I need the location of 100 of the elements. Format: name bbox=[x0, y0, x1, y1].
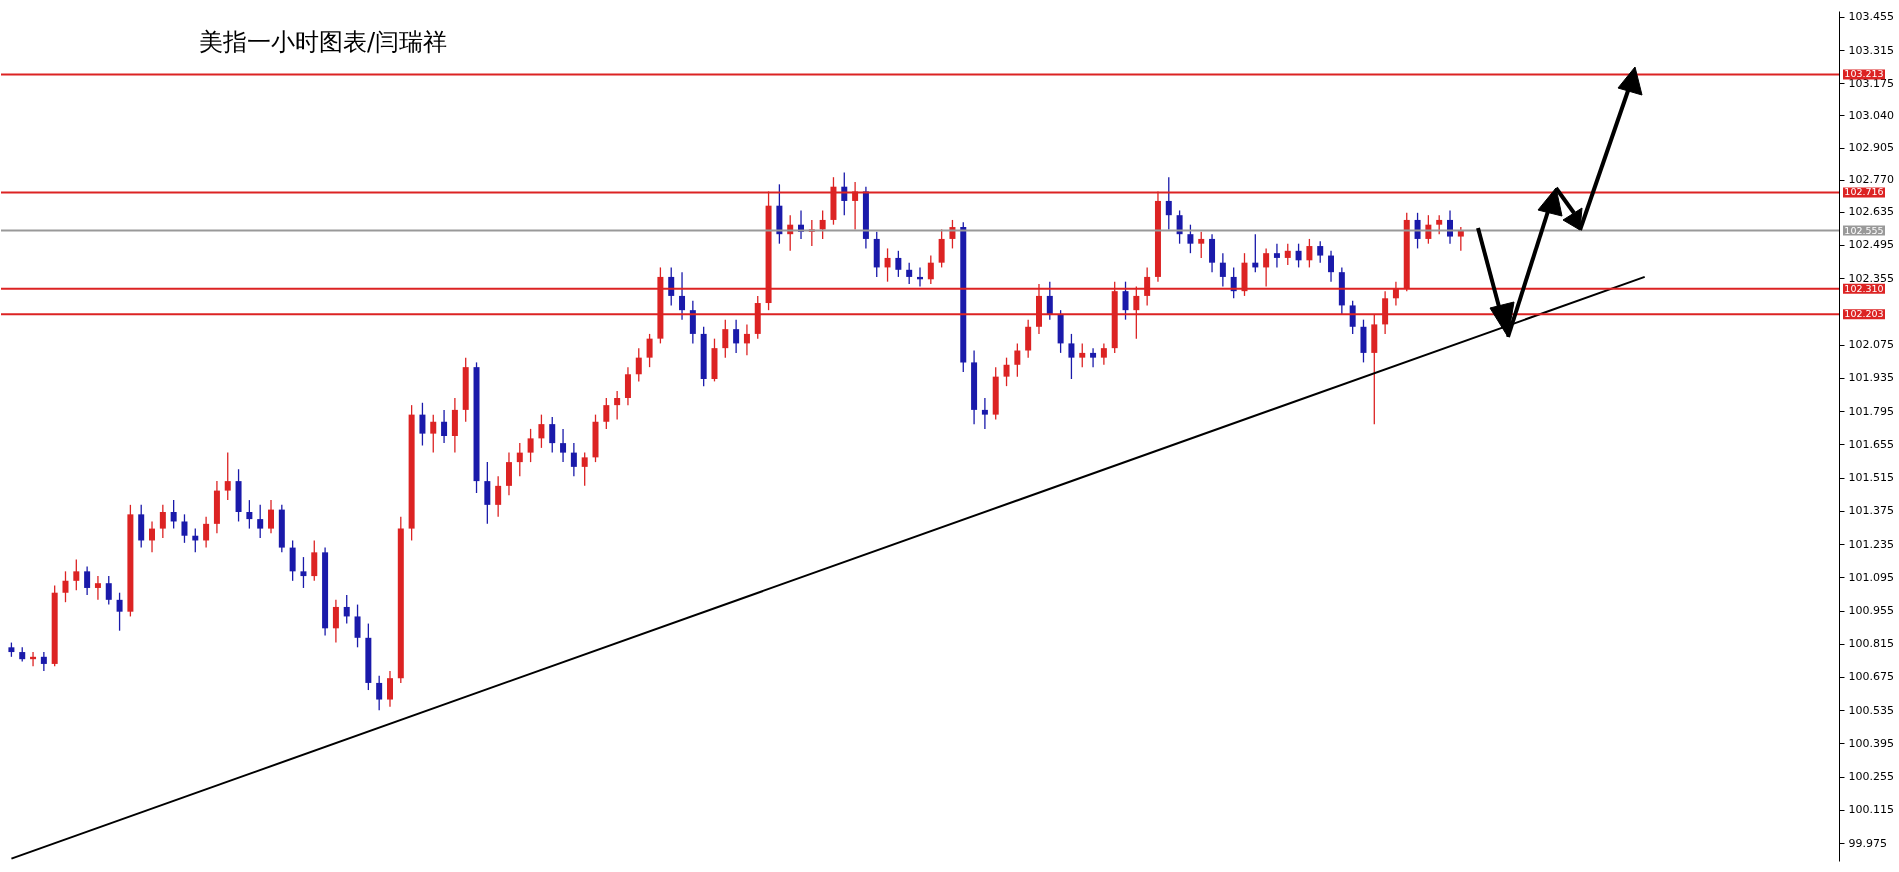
y-tick-label: 101.655 bbox=[1848, 437, 1894, 451]
candlestick bbox=[268, 499, 275, 534]
y-tick-label: 100.395 bbox=[1848, 736, 1894, 750]
y-tick-label: 100.255 bbox=[1848, 770, 1894, 784]
candlestick bbox=[1165, 176, 1172, 231]
candlestick bbox=[689, 300, 696, 345]
y-tick-label: 102.635 bbox=[1848, 205, 1894, 219]
candlestick bbox=[1306, 238, 1313, 269]
candlestick bbox=[441, 409, 448, 444]
ref-line-label: 102.716 bbox=[1844, 186, 1884, 198]
candlestick bbox=[505, 451, 512, 497]
candlestick bbox=[1263, 247, 1270, 288]
candlestick bbox=[376, 675, 383, 711]
candlestick bbox=[354, 603, 361, 648]
candlestick bbox=[203, 516, 210, 549]
candlestick bbox=[1328, 250, 1335, 283]
y-tick-label: 103.315 bbox=[1848, 43, 1894, 57]
candlestick bbox=[538, 413, 545, 449]
candlestick bbox=[516, 442, 523, 478]
y-tick-label: 102.905 bbox=[1848, 141, 1894, 155]
candlestick bbox=[1447, 209, 1454, 245]
candlestick bbox=[224, 451, 231, 501]
candlestick bbox=[105, 575, 112, 606]
candlestick bbox=[614, 390, 621, 421]
candlestick bbox=[927, 254, 934, 285]
candlestick bbox=[1317, 240, 1324, 264]
candlestick bbox=[733, 319, 740, 354]
y-tick-label: 102.355 bbox=[1848, 271, 1894, 285]
y-tick-label: 101.515 bbox=[1848, 471, 1894, 485]
candlestick bbox=[646, 333, 653, 368]
y-tick-label: 103.455 bbox=[1848, 10, 1894, 24]
ref-line-label: 102.555 bbox=[1844, 224, 1884, 236]
candlestick bbox=[1349, 300, 1356, 335]
candlestick bbox=[149, 520, 156, 553]
candlestick bbox=[884, 247, 891, 283]
candlestick bbox=[527, 428, 534, 463]
y-tick-label: 101.935 bbox=[1848, 371, 1894, 385]
y-tick-label: 99.975 bbox=[1848, 836, 1887, 850]
candlestick bbox=[1122, 281, 1129, 321]
candlestick bbox=[116, 592, 123, 632]
candlestick bbox=[73, 558, 80, 591]
candlestick bbox=[624, 366, 631, 406]
candlestick bbox=[159, 504, 166, 539]
candlestick bbox=[1198, 231, 1205, 259]
candlestick bbox=[981, 397, 988, 430]
y-tick-label: 100.955 bbox=[1848, 604, 1894, 618]
ref-line-label: 103.213 bbox=[1844, 68, 1884, 80]
candlestick bbox=[495, 475, 502, 518]
y-tick-label: 102.075 bbox=[1848, 338, 1894, 352]
candlestick bbox=[257, 504, 264, 539]
candlestick bbox=[1090, 347, 1097, 368]
ref-line-label: 102.203 bbox=[1844, 308, 1884, 320]
candlestick bbox=[40, 651, 47, 672]
candlestick bbox=[895, 250, 902, 278]
y-tick-label: 101.375 bbox=[1848, 504, 1894, 518]
candlestick bbox=[560, 428, 567, 463]
candlestick bbox=[1003, 357, 1010, 387]
candlestick bbox=[1219, 252, 1226, 288]
candlestick bbox=[581, 451, 588, 487]
candlestick bbox=[430, 413, 437, 454]
candlestick bbox=[484, 461, 491, 525]
candlestick bbox=[1295, 243, 1302, 269]
candlestick bbox=[906, 262, 913, 285]
candlestick bbox=[603, 397, 610, 430]
candlestick bbox=[1209, 233, 1216, 273]
candlestick bbox=[743, 323, 750, 356]
candlestick bbox=[549, 416, 556, 454]
candlestick bbox=[1187, 224, 1194, 254]
candlestick bbox=[289, 539, 296, 582]
y-tick-label: 100.675 bbox=[1848, 670, 1894, 684]
candlestick bbox=[332, 599, 339, 644]
candlestick bbox=[679, 271, 686, 321]
candlestick bbox=[1079, 342, 1086, 368]
candlestick bbox=[170, 499, 177, 530]
candlestick bbox=[722, 319, 729, 359]
candlestick bbox=[300, 556, 307, 589]
y-tick-label: 100.815 bbox=[1848, 637, 1894, 651]
candlestick bbox=[1273, 243, 1280, 269]
y-tick-label: 102.770 bbox=[1848, 173, 1894, 187]
candlestick bbox=[1025, 319, 1032, 359]
candlestick bbox=[1014, 342, 1021, 378]
candlestick bbox=[938, 228, 945, 269]
ref-line-label: 102.310 bbox=[1844, 282, 1884, 294]
y-tick-label: 101.795 bbox=[1848, 404, 1894, 418]
candlestick bbox=[570, 442, 577, 478]
y-tick-label: 101.235 bbox=[1848, 537, 1894, 551]
candlestick bbox=[1068, 333, 1075, 380]
y-tick-label: 100.535 bbox=[1848, 703, 1894, 717]
candlestick bbox=[343, 594, 350, 625]
candlestick bbox=[84, 565, 91, 596]
candlestick bbox=[94, 575, 101, 601]
y-tick-label: 102.495 bbox=[1848, 238, 1894, 252]
candlestick bbox=[1436, 214, 1443, 235]
y-tick-label: 103.040 bbox=[1848, 108, 1894, 122]
candlestick bbox=[1100, 342, 1107, 366]
y-tick-label: 100.115 bbox=[1848, 803, 1894, 817]
candlestick bbox=[62, 570, 69, 603]
candlestick bbox=[635, 347, 642, 383]
candlestick bbox=[181, 513, 188, 544]
text: 美指一小时图表/闫瑞祥 bbox=[199, 28, 448, 56]
